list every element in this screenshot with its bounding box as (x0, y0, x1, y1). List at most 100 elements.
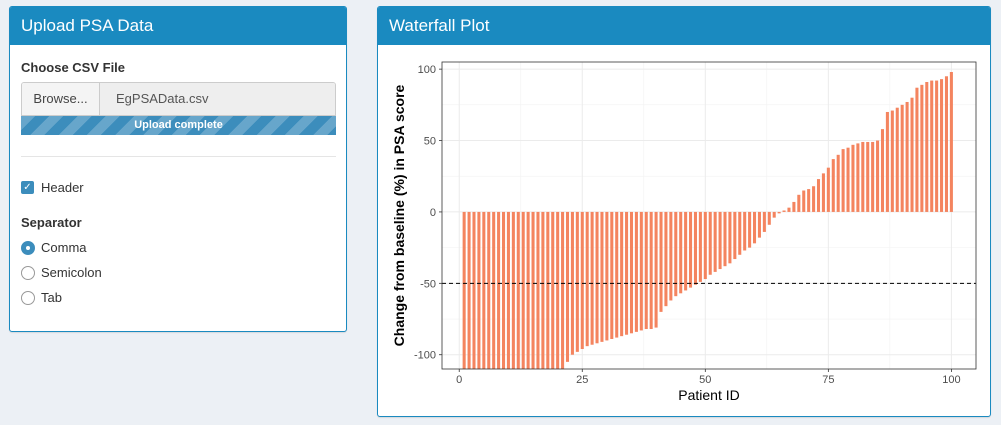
x-tick-label: 50 (699, 374, 711, 386)
bar (511, 211, 515, 369)
bar (620, 211, 624, 337)
bar (669, 211, 673, 301)
file-name-display: EgPSAData.csv (100, 83, 335, 115)
bar (595, 211, 599, 344)
bar (935, 80, 939, 212)
bar (516, 211, 520, 369)
bar (821, 173, 825, 212)
waterfall-chart: 0 25 50 75 100 -100 -50 0 50 100 Patient ID Change … (391, 61, 977, 403)
bar (718, 211, 722, 270)
bar (895, 107, 899, 212)
bar (625, 211, 629, 335)
bar (920, 84, 924, 212)
divider (21, 156, 336, 157)
y-tick-label: 100 (418, 64, 436, 76)
bar (890, 110, 894, 212)
bar (634, 211, 638, 332)
bar (866, 141, 870, 212)
bar (826, 167, 830, 212)
bar (639, 211, 643, 331)
plot-panel: Waterfall Plot 0 25 50 75 100 -100 -50 0 50 100 Pa… (377, 6, 991, 417)
bar (880, 129, 885, 212)
bar (772, 211, 776, 218)
bar (738, 211, 742, 255)
bar (787, 207, 791, 212)
bar (733, 211, 737, 260)
upload-progress-bar: Upload complete (21, 116, 336, 135)
bar (674, 211, 678, 297)
bar (467, 211, 471, 369)
bar (684, 211, 688, 291)
bar (570, 211, 574, 355)
bar (752, 211, 757, 244)
file-input[interactable]: Browse... EgPSAData.csv (21, 82, 336, 116)
radio-comma[interactable] (21, 241, 35, 255)
plot-border (441, 61, 977, 370)
bar (910, 97, 914, 212)
bar (940, 79, 944, 212)
bar (816, 179, 821, 212)
bar (836, 154, 840, 212)
x-tick-label: 0 (456, 374, 462, 386)
bar (531, 211, 535, 369)
bar (580, 211, 584, 350)
bar (462, 211, 466, 369)
radio-tab[interactable] (21, 291, 35, 305)
bar (649, 211, 653, 330)
bar (876, 140, 880, 212)
x-tick-label: 100 (942, 374, 960, 386)
x-tick-label: 75 (822, 374, 834, 386)
bar (925, 81, 929, 212)
bar (644, 211, 648, 330)
bar (472, 211, 476, 369)
bar (541, 211, 545, 369)
bar (521, 211, 525, 369)
bar (506, 211, 510, 369)
bar (526, 211, 530, 369)
x-axis-title: Patient ID (678, 387, 739, 403)
bar (856, 143, 860, 212)
bar (551, 211, 555, 369)
y-tick-label: -50 (420, 278, 436, 290)
bar (915, 87, 919, 212)
bar (841, 149, 845, 212)
y-axis-title: Change from baseline (%) in PSA score (391, 84, 407, 346)
bar (501, 211, 506, 369)
bar (693, 211, 697, 285)
file-input-label: Choose CSV File (21, 60, 126, 75)
bar (812, 186, 816, 212)
bar (846, 147, 850, 212)
browse-button[interactable]: Browse... (22, 83, 100, 115)
upload-panel-title: Upload PSA Data (10, 7, 346, 45)
bar (615, 211, 619, 338)
bar (782, 210, 786, 212)
bar (944, 76, 948, 212)
bar (689, 211, 693, 288)
header-checkbox[interactable]: ✓ (21, 181, 34, 194)
bar (482, 211, 486, 369)
header-checkbox-label: Header (41, 180, 84, 195)
bar (949, 71, 953, 212)
bar (536, 211, 540, 369)
bar (802, 190, 806, 212)
bar (561, 211, 565, 369)
bar (748, 211, 752, 248)
bar (767, 211, 771, 225)
y-tick-label: -100 (414, 350, 436, 362)
bar (654, 211, 658, 328)
y-tick-label: 50 (424, 136, 436, 148)
bar (659, 211, 663, 312)
radio-comma-label: Comma (41, 240, 87, 255)
bar (698, 211, 702, 282)
bar (605, 211, 609, 341)
radio-semicolon[interactable] (21, 266, 35, 280)
bar (487, 211, 491, 369)
bar (664, 211, 668, 307)
bar (590, 211, 594, 345)
bar (708, 211, 712, 275)
bar (679, 211, 683, 294)
separator-label: Separator (21, 215, 82, 230)
upload-panel: Upload PSA Data Choose CSV File Browse..… (9, 6, 347, 332)
bar (905, 101, 909, 212)
y-tick-label: 0 (430, 207, 436, 219)
